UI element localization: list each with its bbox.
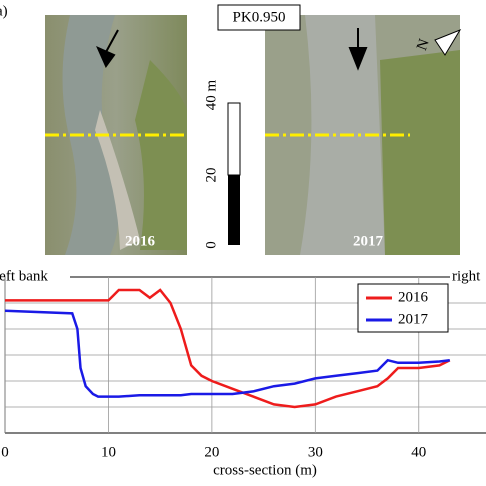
year-label: 2017 — [353, 233, 384, 249]
x-tick-label: 0 — [1, 444, 9, 460]
x-axis-title: cross-section (m) — [213, 462, 317, 478]
legend-label: 2016 — [398, 289, 429, 305]
data-line — [5, 288, 451, 409]
left-bank-label: left bank — [0, 268, 48, 284]
panel-label: a) — [0, 3, 8, 19]
site-label: PK0.950 — [233, 9, 286, 25]
site-box — [217, 4, 301, 31]
scale-label: 40 m — [203, 79, 219, 110]
photo-2016 — [45, 15, 187, 255]
scale-label: 0 — [203, 241, 219, 249]
right-bank-label: right — [452, 268, 481, 284]
scale-white — [227, 102, 241, 176]
legend-box — [357, 283, 449, 333]
data-line — [4, 309, 450, 398]
scale-black — [228, 175, 240, 245]
legend-label: 2017 — [398, 311, 429, 327]
x-tick-label: 10 — [101, 444, 116, 460]
north-label: N — [414, 37, 433, 53]
scale-label: 20 — [203, 168, 219, 183]
x-tick-label: 20 — [204, 444, 219, 460]
x-tick-label: 40 — [411, 444, 426, 460]
year-label: 2016 — [125, 233, 156, 249]
x-tick-label: 30 — [308, 444, 323, 460]
photo-2017 — [265, 15, 462, 255]
